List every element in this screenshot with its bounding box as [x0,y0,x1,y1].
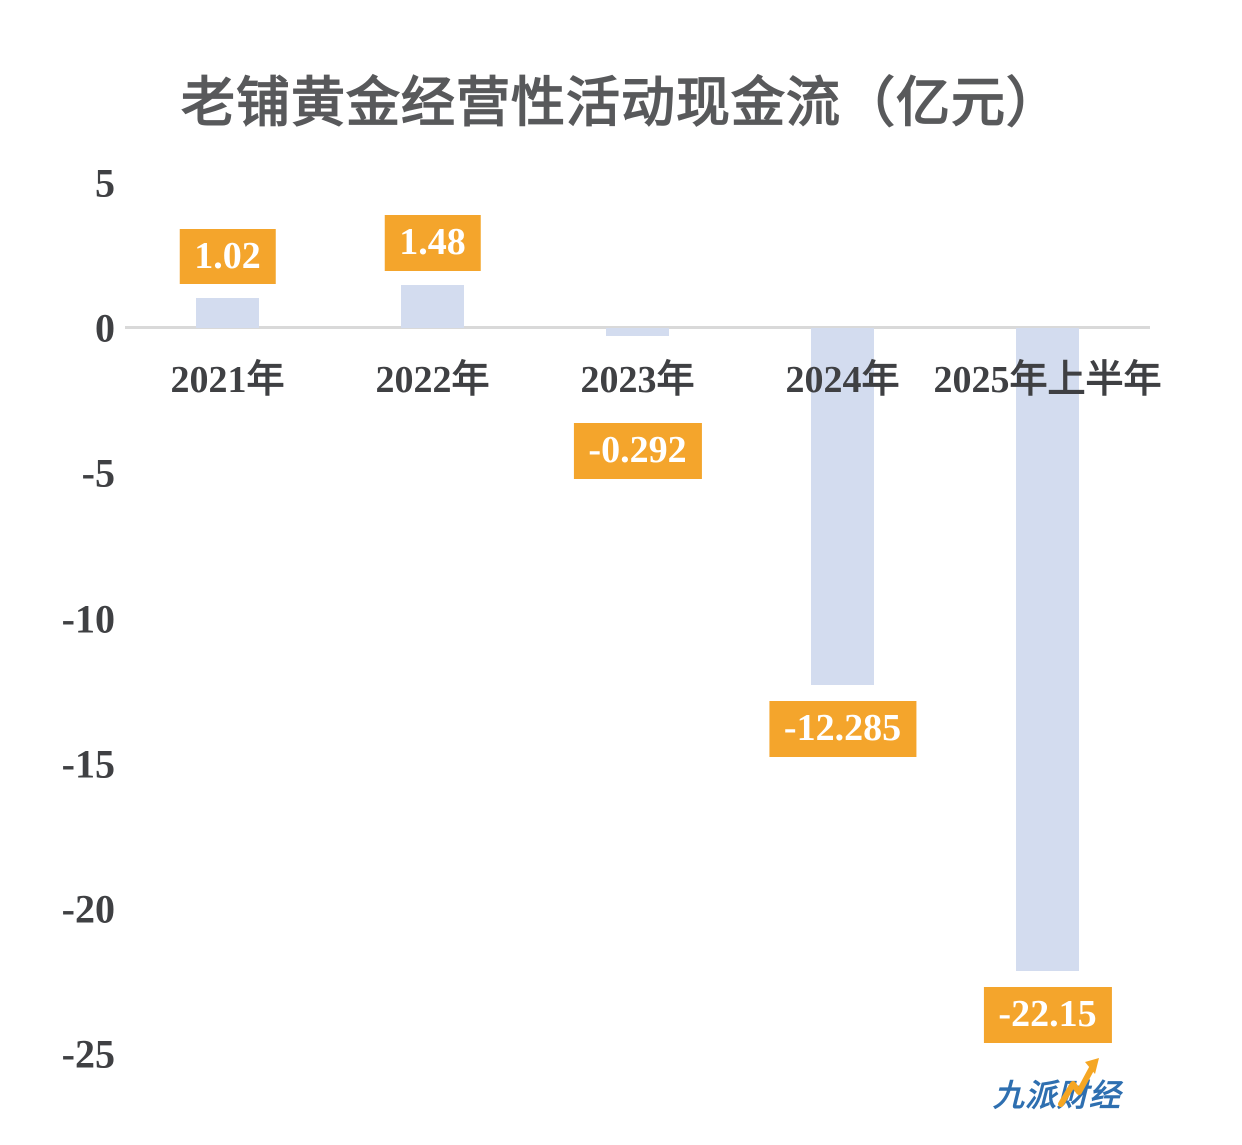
bar-2025年上半年 [1016,328,1079,972]
bar-2024年 [811,328,874,685]
zero-gridline [125,326,1150,329]
watermark-logo: 九派财经 [993,1058,1123,1113]
data-label-badge: -12.285 [768,700,917,757]
y-axis-tick: 0 [95,305,115,351]
x-axis-label: 2024年 [785,359,900,401]
x-axis-label: 2025年上半年 [933,359,1162,401]
y-axis-tick: -15 [61,741,115,787]
bar-2023年 [606,328,669,337]
x-axis-label: 2021年 [170,359,285,401]
chart-title: 老铺黄金经营性活动现金流（亿元） [181,73,1061,133]
trend-arrow-icon [1058,1058,1099,1107]
y-axis-tick: -25 [61,1031,115,1077]
data-label-badge: 1.02 [179,228,276,285]
data-label-badge: 1.48 [384,215,481,272]
bar-2021年 [196,298,259,328]
data-label-badge: -22.15 [983,987,1112,1044]
x-axis-label: 2022年 [375,359,490,401]
y-axis-tick: 5 [95,160,115,206]
bar-2022年 [401,285,464,328]
y-axis-tick: -5 [81,450,115,496]
y-axis-tick: -10 [61,596,115,641]
watermark-text: 九派财经 [993,1078,1121,1113]
x-axis-label: 2023年 [580,359,695,401]
y-axis-tick: -20 [61,886,115,932]
data-label-badge: -0.292 [573,423,702,479]
